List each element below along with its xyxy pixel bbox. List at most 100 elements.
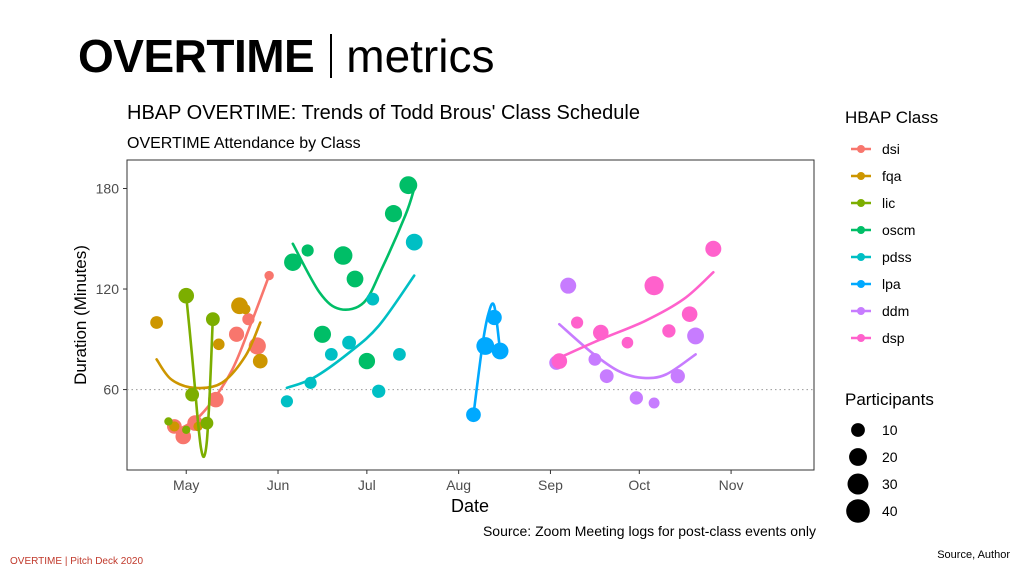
point-fqa <box>240 304 251 315</box>
legend-label-oscm: oscm <box>882 222 915 238</box>
point-oscm <box>313 325 332 343</box>
slide-title-bold: OVERTIME <box>78 30 315 82</box>
x-axis-title: Date <box>451 496 489 516</box>
trend-line-oscm <box>291 187 416 312</box>
point-dsp <box>705 240 722 257</box>
point-lpa <box>476 337 495 355</box>
point-lic <box>182 425 191 434</box>
size-legend-label: 40 <box>882 503 898 519</box>
legend-dot-pdss <box>857 253 865 261</box>
point-dsp <box>592 324 609 341</box>
legend-dot-fqa <box>857 172 865 180</box>
point-dsi <box>242 313 255 326</box>
point-lic <box>178 287 195 304</box>
y-axis-title: Duration (Minutes) <box>71 245 90 385</box>
x-tick-label: Aug <box>446 477 471 493</box>
point-lpa <box>466 407 481 423</box>
size-legend-dot <box>846 499 870 523</box>
trend-line-dsp <box>558 271 715 359</box>
size-legend-dot <box>847 473 869 495</box>
x-tick-label: Sep <box>538 477 563 493</box>
point-ddm <box>588 353 602 366</box>
trend-line-ddm <box>558 322 697 380</box>
legend-size-title: Participants <box>845 390 934 409</box>
x-tick-label: Oct <box>628 477 650 493</box>
legend-dot-ddm <box>857 307 865 315</box>
point-oscm <box>284 253 302 271</box>
x-tick-label: Jul <box>358 477 376 493</box>
point-dsi <box>208 391 224 408</box>
point-oscm <box>333 246 353 265</box>
point-oscm <box>358 352 376 370</box>
title-separator <box>330 34 333 78</box>
point-oscm <box>384 205 403 223</box>
point-lpa <box>486 309 502 326</box>
point-pdss <box>324 347 338 361</box>
legend-dot-oscm <box>857 226 865 234</box>
y-tick-label: 180 <box>96 180 120 196</box>
point-lic <box>200 416 214 430</box>
point-dsp <box>662 324 676 338</box>
point-dsp <box>621 336 634 349</box>
legend-dot-dsi <box>857 145 865 153</box>
size-legend-label: 20 <box>882 449 898 465</box>
point-ddm <box>560 277 577 294</box>
legend-label-ddm: ddm <box>882 303 909 319</box>
point-dsp <box>551 353 568 369</box>
x-tick-label: Jun <box>267 477 290 493</box>
point-oscm <box>399 176 418 195</box>
point-lic <box>185 387 200 402</box>
point-pdss <box>372 384 386 398</box>
legend-label-lpa: lpa <box>882 276 901 292</box>
legend-label-fqa: fqa <box>882 168 902 184</box>
x-tick-label: Nov <box>719 477 744 493</box>
size-legend-label: 30 <box>882 476 898 492</box>
size-legend-dot <box>849 448 867 466</box>
size-legend-label: 10 <box>882 422 898 438</box>
x-tick-label: May <box>173 477 199 493</box>
legend-label-lic: lic <box>882 195 895 211</box>
slide-title: OVERTIME metrics <box>78 26 494 86</box>
y-tick-label: 60 <box>103 382 119 398</box>
point-ddm <box>629 391 643 405</box>
legend-label-dsp: dsp <box>882 330 905 346</box>
plot-panel <box>126 159 815 471</box>
size-legend-dot <box>851 423 865 437</box>
legend-color-title: HBAP Class <box>845 108 938 127</box>
point-dsi <box>228 326 245 342</box>
point-lic <box>164 417 173 426</box>
trend-line-fqa <box>155 321 262 390</box>
slide-title-light: metrics <box>346 30 495 82</box>
legend-dot-lpa <box>857 280 865 288</box>
legend-label-pdss: pdss <box>882 249 912 265</box>
trend-line-pdss <box>285 274 416 390</box>
point-fqa <box>150 316 163 329</box>
legend-label-dsi: dsi <box>882 141 900 157</box>
point-ddm <box>599 369 614 384</box>
point-dsi <box>264 270 274 281</box>
trend-line-lic <box>184 294 215 459</box>
chart-subtitle: OVERTIME Attendance by Class <box>127 135 361 152</box>
point-dsp <box>644 276 664 296</box>
legend-dot-dsp <box>857 334 865 342</box>
point-ddm <box>687 327 704 345</box>
point-pdss <box>280 395 294 408</box>
point-dsp <box>681 306 698 322</box>
point-dsp <box>571 316 584 329</box>
point-fqa <box>213 338 225 351</box>
point-fqa <box>252 353 268 369</box>
chart-title: HBAP OVERTIME: Trends of Todd Brous' Cla… <box>127 102 640 124</box>
point-oscm <box>346 270 364 288</box>
chart-caption: Source: Zoom Meeting logs for post-class… <box>483 523 816 539</box>
point-pdss <box>304 376 317 389</box>
footer-right: Source, Author <box>937 549 1010 561</box>
footer-left: OVERTIME | Pitch Deck 2020 <box>10 556 144 567</box>
legend-dot-lic <box>857 199 865 207</box>
point-lpa <box>491 342 509 360</box>
point-ddm <box>670 369 685 384</box>
y-tick-label: 120 <box>96 281 120 297</box>
point-pdss <box>342 335 356 350</box>
point-lic <box>205 312 220 327</box>
point-pdss <box>405 233 423 251</box>
